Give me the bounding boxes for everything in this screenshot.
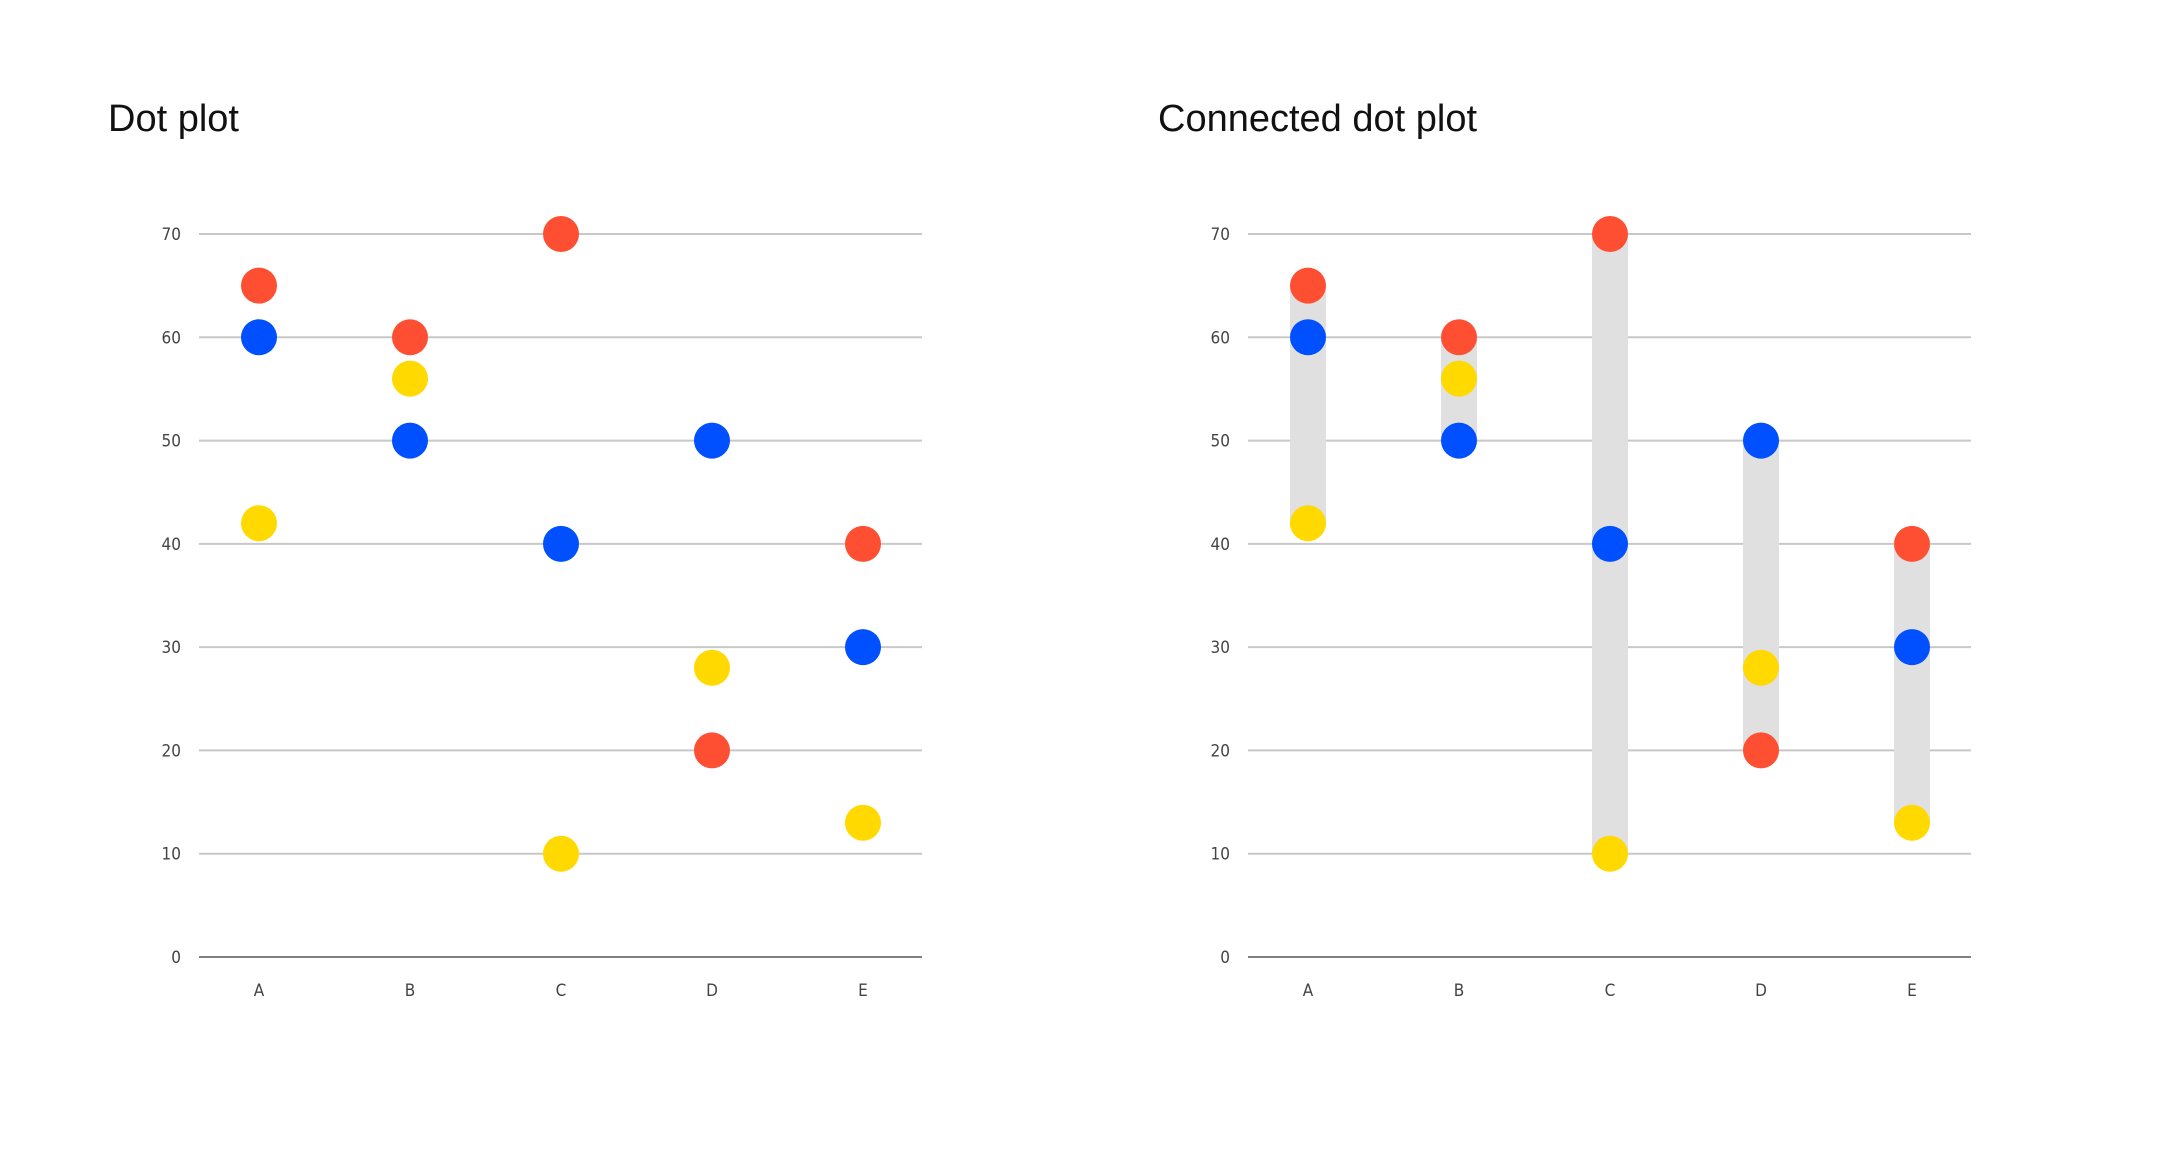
y-tick-label: 50 <box>162 432 181 452</box>
dot-yellow-B <box>1441 360 1477 397</box>
dot-yellow-C <box>1592 835 1628 872</box>
dot-yellow-D <box>694 649 730 686</box>
y-tick-label: 40 <box>1211 535 1230 555</box>
range-bar <box>1894 543 1930 823</box>
y-tick-label: 30 <box>1211 638 1230 658</box>
dot-yellow-E <box>845 804 881 841</box>
connected-dot-plot: 0 10 20 30 40 50 60 70 A B C D E <box>1211 216 1971 1001</box>
dot-yellow-B <box>392 360 428 397</box>
y-tick-label: 70 <box>1211 225 1230 245</box>
x-tick-label: D <box>1755 981 1767 1001</box>
y-tick-label: 60 <box>162 328 181 348</box>
dot-red-A <box>241 267 277 304</box>
dot-blue-B <box>1441 422 1477 459</box>
range-bar <box>1743 440 1779 751</box>
dot-blue-E <box>1894 629 1930 666</box>
y-tick-label: 20 <box>1211 741 1230 761</box>
dot-yellow-A <box>1290 505 1326 542</box>
dot-red-C <box>543 216 579 252</box>
x-tick-label: B <box>405 981 416 1001</box>
dot-blue-C <box>543 525 579 562</box>
x-tick-label: C <box>1605 981 1616 1001</box>
x-tick-label: A <box>1303 981 1314 1001</box>
dot-yellow-C <box>543 835 579 872</box>
x-tick-label: D <box>706 981 718 1001</box>
dot-yellow-A <box>241 505 277 542</box>
dot-red-B <box>392 319 428 356</box>
y-tick-label: 0 <box>171 948 181 968</box>
y-tick-label: 10 <box>1211 845 1230 865</box>
y-tick-label: 10 <box>162 845 181 865</box>
dot-red-D <box>1743 732 1779 769</box>
dot-yellow-E <box>1894 804 1930 841</box>
y-tick-label: 40 <box>162 535 181 555</box>
x-tick-label: E <box>1907 981 1917 1001</box>
y-tick-label: 70 <box>162 225 181 245</box>
y-tick-label: 0 <box>1220 948 1230 968</box>
x-tick-label: C <box>556 981 567 1001</box>
y-tick-label: 30 <box>162 638 181 658</box>
dot-red-D <box>694 732 730 769</box>
dot-blue-C <box>1592 525 1628 562</box>
dot-blue-D <box>694 422 730 459</box>
dot-red-E <box>1894 525 1930 562</box>
connected-dot-plot-title: Connected dot plot <box>1158 98 1478 140</box>
x-tick-label: A <box>254 981 265 1001</box>
y-tick-label: 20 <box>162 741 181 761</box>
dot-blue-E <box>845 629 881 666</box>
dot-blue-A <box>241 319 277 356</box>
dot-blue-A <box>1290 319 1326 356</box>
dot-red-B <box>1441 319 1477 356</box>
y-tick-label: 60 <box>1211 328 1230 348</box>
dot-blue-B <box>392 422 428 459</box>
dot-red-C <box>1592 216 1628 252</box>
y-tick-label: 50 <box>1211 432 1230 452</box>
dot-blue-D <box>1743 422 1779 459</box>
dot-red-E <box>845 525 881 562</box>
dot-plot: 0 10 20 30 40 50 60 70 A B C D E <box>162 216 922 1001</box>
dot-plot-title: Dot plot <box>108 98 239 140</box>
x-tick-label: E <box>858 981 868 1001</box>
dot-red-A <box>1290 267 1326 304</box>
x-tick-label: B <box>1454 981 1465 1001</box>
dot-yellow-D <box>1743 649 1779 686</box>
